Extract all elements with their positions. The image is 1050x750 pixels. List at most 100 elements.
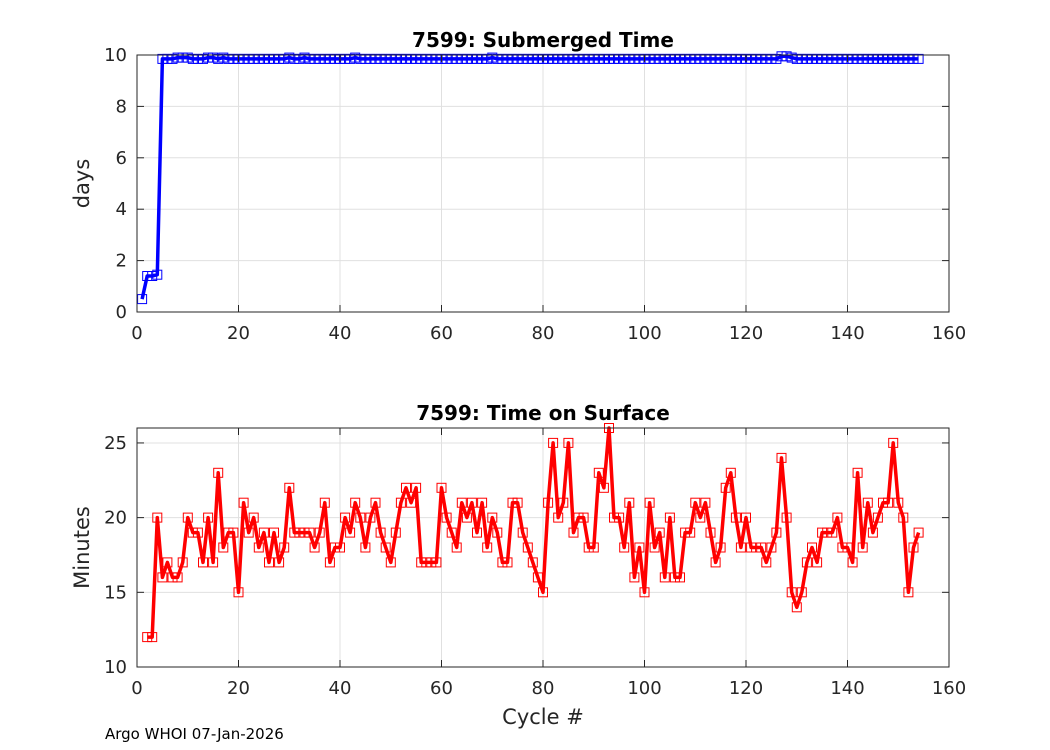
data-point [583, 542, 594, 553]
data-point [796, 587, 807, 598]
data-point [624, 497, 635, 508]
data-point [761, 53, 772, 64]
data-point [553, 512, 564, 523]
data-point [872, 512, 883, 523]
series-line [140, 54, 919, 300]
data-point [441, 53, 452, 64]
data-point [294, 527, 305, 538]
x-tick-label: 80 [532, 678, 555, 699]
data-point [416, 53, 427, 64]
data-point [903, 587, 914, 598]
y-tick-label: 0 [116, 302, 127, 323]
data-point [598, 53, 609, 64]
data-point [817, 527, 828, 538]
x-tick-label: 40 [329, 323, 352, 344]
data-point [416, 557, 427, 568]
data-point [279, 53, 290, 64]
data-point [558, 497, 569, 508]
data-point [614, 53, 625, 64]
data-point [213, 53, 224, 64]
data-point [472, 53, 482, 64]
data-point [842, 542, 853, 553]
x-tick-label: 80 [532, 323, 555, 344]
data-point [654, 53, 665, 64]
data-point [796, 53, 807, 64]
data-point [725, 53, 736, 64]
data-point [512, 53, 523, 64]
data-point [355, 53, 366, 64]
data-point [213, 467, 224, 478]
x-tick-label: 160 [932, 323, 966, 344]
data-point [137, 294, 148, 305]
data-point [609, 53, 619, 64]
data-point [832, 512, 843, 523]
data-point [741, 512, 751, 523]
data-point [228, 53, 239, 64]
data-point [593, 53, 604, 64]
data-point [289, 527, 300, 538]
data-point [385, 557, 396, 568]
data-point [735, 542, 746, 553]
data-point [883, 53, 894, 64]
data-point [715, 542, 726, 553]
data-point [365, 53, 376, 64]
data-point [517, 53, 528, 64]
data-point [375, 527, 386, 538]
data-point [771, 53, 782, 64]
data-point [233, 53, 244, 64]
data-point [335, 53, 345, 64]
data-point [177, 52, 188, 63]
data-point [431, 557, 442, 568]
data-point [172, 52, 183, 63]
data-point [771, 527, 782, 538]
data-point [675, 53, 685, 64]
data-point [192, 527, 203, 538]
data-point [888, 53, 899, 64]
data-point [913, 53, 924, 64]
data-point [872, 53, 883, 64]
data-point [563, 53, 574, 64]
data-point [908, 542, 919, 553]
data-point [695, 512, 706, 523]
data-point [553, 53, 564, 64]
chart-title: 7599: Submerged Time [412, 28, 674, 52]
data-point [238, 497, 249, 508]
y-tick-label: 8 [116, 96, 127, 117]
data-point [852, 467, 863, 478]
data-point [527, 557, 538, 568]
data-point [203, 512, 214, 523]
data-point [644, 497, 655, 508]
data-point [319, 497, 330, 508]
data-point [192, 53, 203, 64]
x-tick-label: 140 [830, 678, 864, 699]
data-point [274, 53, 285, 64]
data-point [751, 542, 762, 553]
y-tick-label: 6 [116, 148, 127, 169]
data-point [664, 512, 675, 523]
y-axis-label: days [70, 159, 94, 209]
data-point [319, 53, 330, 64]
data-point [395, 497, 406, 508]
data-point [274, 557, 285, 568]
data-point [228, 527, 239, 538]
data-point [741, 53, 751, 64]
data-point [264, 557, 274, 568]
data-point [406, 497, 417, 508]
data-point [751, 53, 762, 64]
data-point [700, 497, 711, 508]
data-point [837, 53, 848, 64]
data-point [807, 53, 817, 64]
data-point [837, 542, 848, 553]
data-point [477, 497, 488, 508]
data-point [761, 557, 772, 568]
data-point [548, 53, 559, 64]
data-point [461, 512, 472, 523]
data-point [258, 53, 269, 64]
data-point [411, 53, 422, 64]
data-point [441, 512, 452, 523]
data-point [147, 271, 158, 281]
data-point [817, 53, 828, 64]
y-axis-label: Minutes [70, 506, 94, 589]
data-point [451, 53, 462, 64]
data-point [451, 542, 462, 553]
